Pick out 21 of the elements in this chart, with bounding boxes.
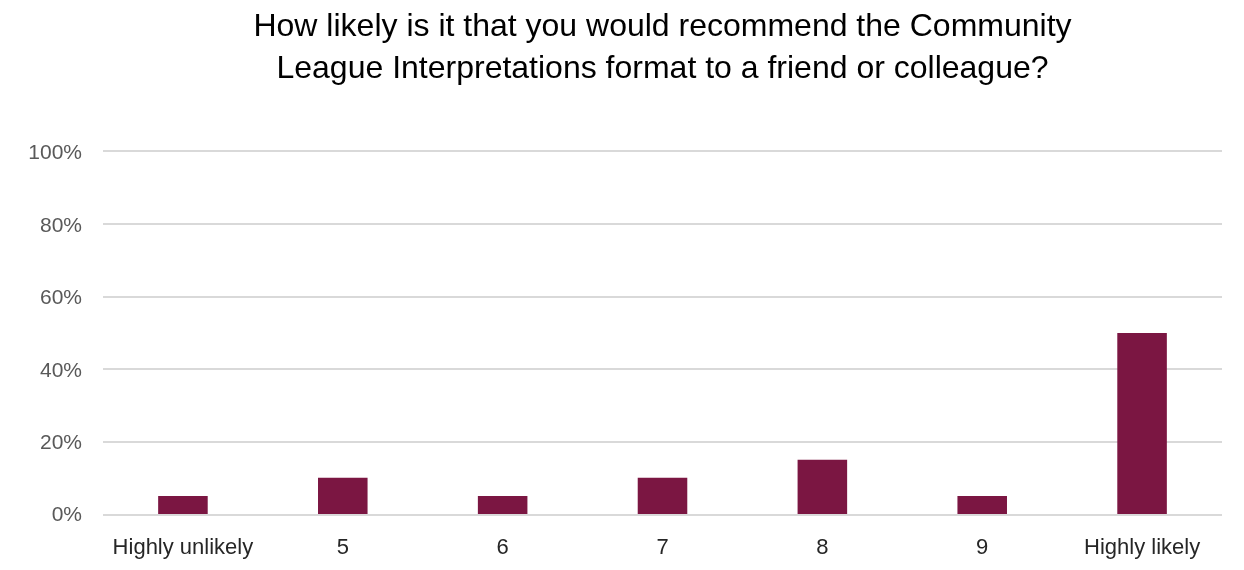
chart-title: How likely is it that you would recommend the Community League Interpretations format to a friend or colleague?	[253, 7, 1072, 85]
bar	[797, 459, 848, 514]
y-tick-label: 0%	[51, 502, 82, 526]
bar	[158, 495, 208, 514]
x-tick-label: Highly likely	[1083, 534, 1201, 560]
bar	[957, 495, 1007, 514]
y-tick-label: 100%	[28, 140, 82, 164]
x-tick-label: 7	[656, 534, 669, 560]
bar	[318, 477, 368, 514]
x-tick-label: 6	[496, 534, 509, 560]
bar	[637, 477, 688, 514]
x-tick-label: 8	[816, 534, 829, 560]
y-tick-label: 80%	[39, 212, 82, 236]
bar	[1117, 333, 1167, 514]
y-tick-label: 20%	[39, 429, 82, 453]
x-tick-label: Highly unlikely	[112, 534, 254, 560]
x-tick-label: 5	[336, 534, 349, 560]
y-tick-label: 40%	[39, 357, 82, 381]
x-tick-label: 9	[976, 534, 989, 560]
bar	[477, 495, 528, 514]
y-tick-label: 60%	[39, 285, 82, 309]
